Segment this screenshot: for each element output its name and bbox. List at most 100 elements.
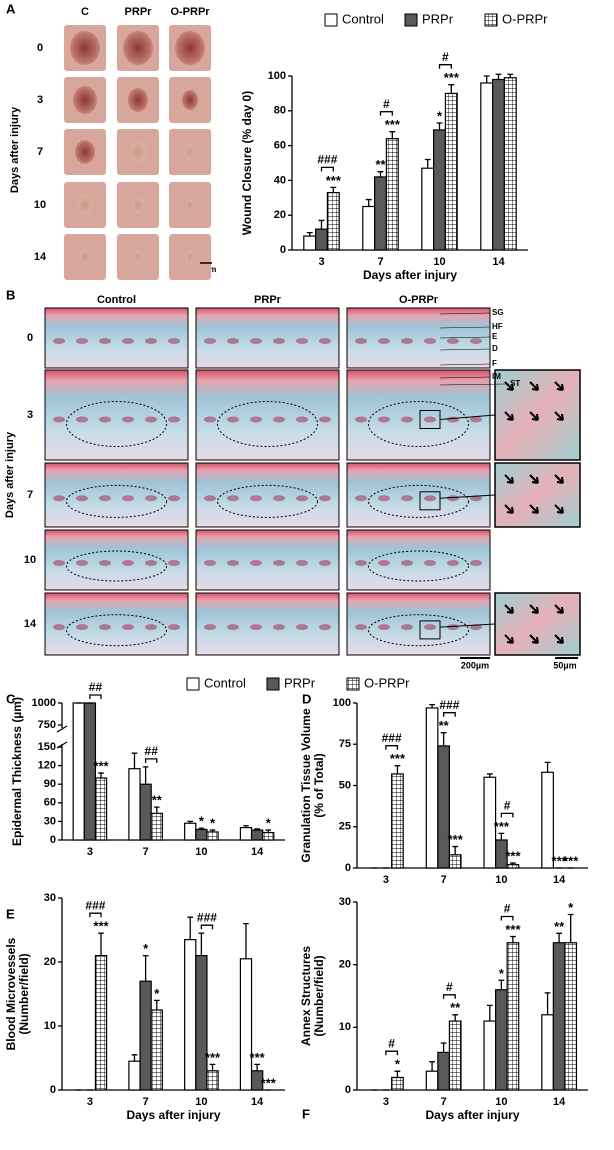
follicle: [319, 624, 331, 631]
layer-label: E: [492, 332, 498, 341]
arrow: [529, 381, 539, 391]
follicle: [53, 495, 65, 502]
bracket: [320, 166, 334, 172]
follicle: [296, 624, 308, 631]
error-bar: [498, 832, 505, 840]
legend-swatch: [324, 13, 338, 27]
follicle: [401, 624, 413, 631]
bar: [391, 1076, 404, 1091]
follicle: [378, 495, 390, 502]
follicle: [296, 495, 308, 502]
follicle: [99, 416, 111, 423]
bar: [239, 958, 253, 1091]
error-bar: [243, 825, 249, 828]
bar: [315, 228, 329, 251]
bar: [250, 829, 264, 841]
scale-label: 200µm: [461, 660, 489, 670]
follicle: [145, 338, 157, 344]
follicle: [76, 560, 88, 566]
layer-pointer: [439, 312, 491, 315]
panel-letter: D: [302, 691, 311, 706]
inset-image: [494, 462, 581, 528]
significance: **: [554, 919, 565, 934]
layer-label: IM: [492, 372, 501, 381]
error-bar: [394, 765, 401, 774]
bar: [483, 1020, 497, 1091]
y-tick-label: 60: [44, 797, 56, 809]
zoom-box: [419, 491, 441, 511]
significance: *: [154, 986, 160, 1001]
significance: **: [439, 718, 450, 733]
y-tick-label: 75: [339, 738, 351, 750]
error-bar: [436, 122, 443, 130]
y-tick-label: 20: [339, 959, 351, 971]
legend-label: PRPr: [284, 675, 316, 690]
follicle: [273, 624, 285, 631]
error-bar: [254, 1063, 260, 1071]
histology-image: [195, 307, 340, 369]
legend-label: O-PRPr: [364, 675, 410, 690]
significance: ***: [563, 853, 579, 868]
follicle: [319, 338, 331, 344]
row-axis-label: Days after injury: [4, 431, 16, 518]
zoom-line: [439, 414, 496, 420]
bar: [437, 745, 451, 869]
follicle: [168, 338, 180, 344]
legend-label: Control: [204, 675, 246, 690]
bar: [206, 1070, 219, 1091]
bar: [541, 1014, 554, 1091]
y-tick-label: 0: [345, 862, 351, 874]
follicle: [319, 495, 331, 502]
follicle: [145, 560, 157, 566]
wound: [182, 90, 198, 110]
x-tick-label: 7: [143, 1096, 149, 1108]
follicle: [76, 624, 88, 631]
row-label: 14: [24, 618, 37, 630]
x-tick-label: 7: [377, 256, 383, 268]
bracket: [89, 694, 102, 699]
x-tick-label: 7: [143, 846, 149, 858]
scale-label: 50µm: [553, 660, 576, 670]
legend-swatch: [404, 13, 418, 27]
legend-swatch: [266, 677, 280, 691]
error-bar: [198, 827, 205, 830]
bar: [374, 176, 388, 251]
y-tick-label: 10: [44, 1020, 56, 1032]
bracket-label: #: [504, 799, 511, 813]
bar: [503, 77, 517, 251]
column-label: O-PRPr: [170, 6, 210, 18]
follicle: [53, 560, 65, 566]
granulation-outline: [367, 484, 470, 518]
y-axis-label: (% of Total): [312, 753, 326, 817]
row-label: 7: [37, 146, 43, 158]
zoom-line: [439, 623, 496, 628]
bar: [391, 773, 404, 869]
bracket: [385, 1050, 399, 1056]
bar: [206, 831, 219, 841]
histology-image: [195, 369, 340, 461]
follicle: [122, 416, 134, 423]
histology-image: [346, 592, 491, 656]
y-tick-label: 0: [280, 244, 286, 256]
follicle: [204, 338, 216, 344]
granulation-outline: [65, 401, 168, 447]
granulation-outline: [367, 550, 470, 582]
error-bar: [306, 231, 313, 237]
error-bar: [153, 999, 160, 1010]
histology-image: [346, 307, 491, 369]
bar: [448, 854, 462, 869]
significance: **: [152, 793, 163, 808]
follicle: [355, 416, 367, 423]
wound: [134, 251, 142, 263]
bracket: [200, 924, 214, 930]
layer-pointer: [439, 348, 491, 351]
error-bar: [243, 922, 249, 959]
granulation-outline: [65, 614, 168, 647]
x-tick-label: 10: [495, 874, 507, 886]
follicle: [53, 624, 65, 631]
bracket: [500, 915, 514, 921]
follicle: [204, 624, 216, 631]
arrow: [504, 381, 514, 391]
bar: [184, 938, 197, 1091]
bracket: [442, 994, 456, 999]
